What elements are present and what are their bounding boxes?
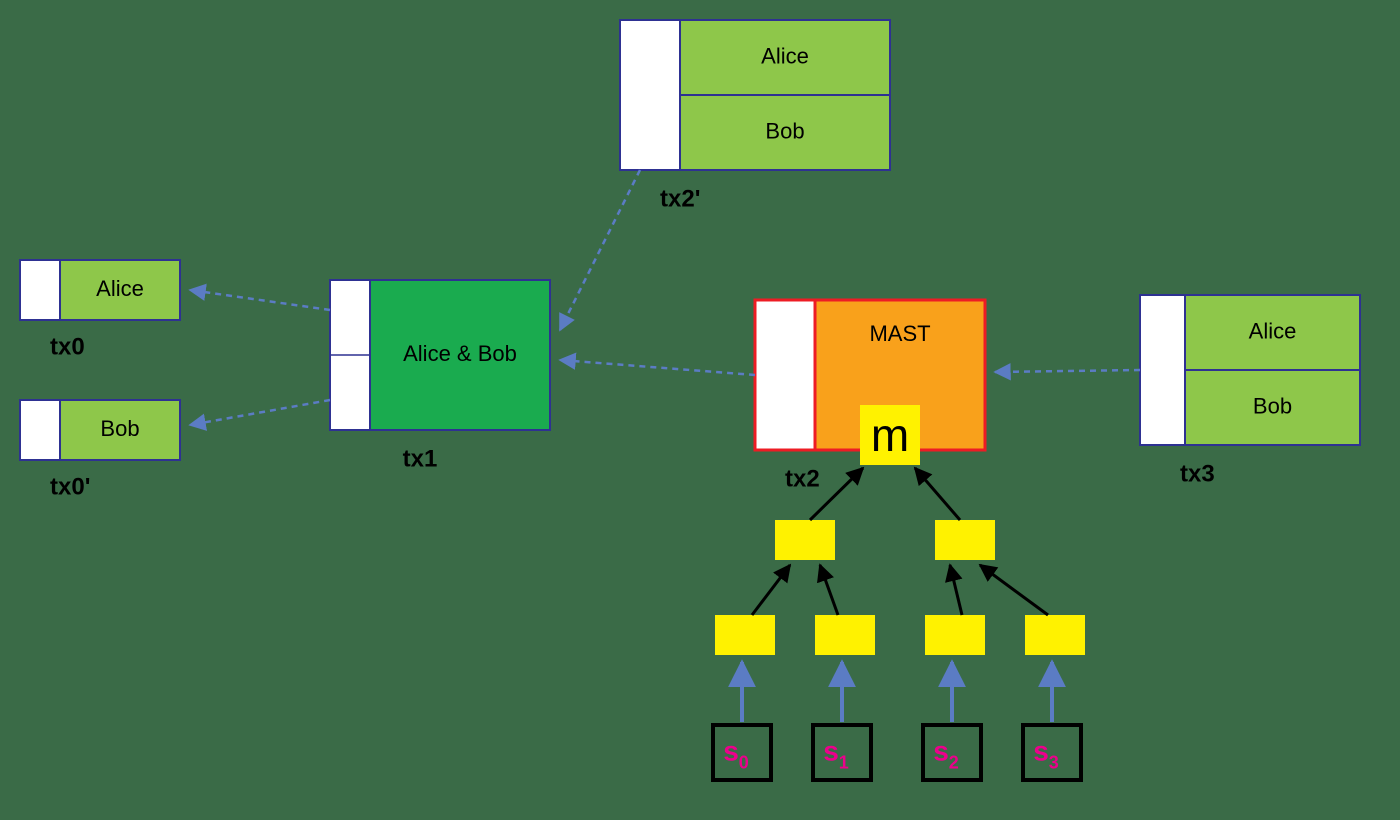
tx3-out-0-label: Alice <box>1249 318 1297 343</box>
blue-arrow-1 <box>190 400 330 425</box>
tree-l1-1 <box>935 520 995 560</box>
tx0p-label: tx0' <box>50 473 90 500</box>
script-label-3: s3 <box>1033 736 1059 773</box>
tx2p-out-1-label: Bob <box>765 118 804 143</box>
tree-arrow-3 <box>820 565 838 615</box>
tree-l2-1 <box>815 615 875 655</box>
tree-l2-2 <box>925 615 985 655</box>
tx3-label: tx3 <box>1180 460 1215 487</box>
tx1-label: tx1 <box>403 445 438 472</box>
tx0-output-label: Alice <box>96 276 144 301</box>
tx2p-label: tx2' <box>660 185 700 212</box>
tx1-output-label: Alice & Bob <box>403 341 517 366</box>
tree-arrow-4 <box>950 565 962 615</box>
script-label-0: s0 <box>723 736 749 773</box>
tree-l1-0 <box>775 520 835 560</box>
script-label-1: s1 <box>823 736 849 773</box>
blue-arrow-3 <box>560 170 640 330</box>
tx0p-output-label: Bob <box>100 416 139 441</box>
tree-l2-0 <box>715 615 775 655</box>
tx2-label: tx2 <box>785 465 820 492</box>
blue-arrow-2 <box>560 360 755 375</box>
tree-arrow-2 <box>752 565 790 615</box>
script-label-2: s2 <box>933 736 959 773</box>
tx3-out-1-label: Bob <box>1253 393 1292 418</box>
tree-l2-3 <box>1025 615 1085 655</box>
tree-arrow-5 <box>980 565 1048 615</box>
tree-arrow-1 <box>915 468 960 520</box>
blue-arrow-4 <box>995 370 1140 372</box>
tree-root-label: m <box>871 409 909 461</box>
diagram-canvas: Alice tx0 Bob tx0' Alice & Bob tx1 Alice Bob tx2… <box>0 0 1400 820</box>
tx0-label: tx0 <box>50 333 85 360</box>
tx2-output-label: MAST <box>869 321 930 346</box>
blue-arrow-0 <box>190 290 330 310</box>
tx2p-out-0-label: Alice <box>761 43 809 68</box>
